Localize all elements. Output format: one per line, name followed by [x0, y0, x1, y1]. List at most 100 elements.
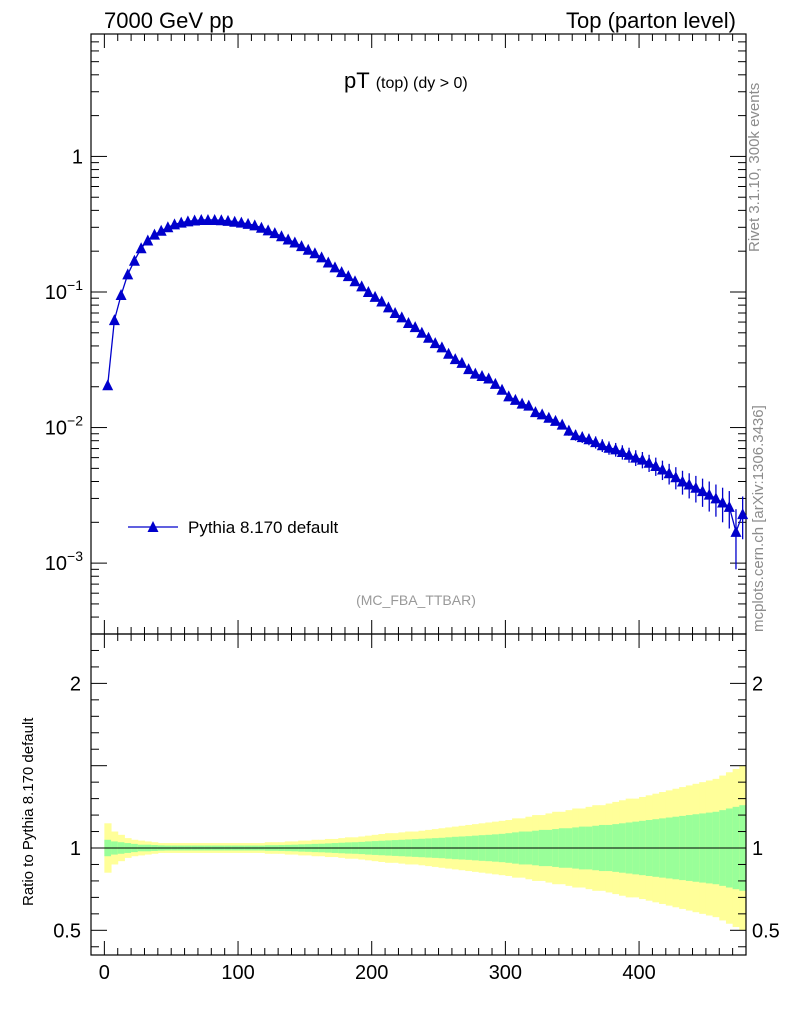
data-point [155, 224, 167, 236]
data-point [469, 367, 481, 379]
data-point [456, 356, 468, 368]
x-tick-label: 200 [355, 962, 388, 984]
data-point [737, 508, 749, 520]
data-point [269, 227, 281, 239]
data-point [690, 481, 702, 493]
data-point [636, 453, 648, 465]
data-point [556, 418, 568, 430]
data-point [235, 216, 247, 228]
y-tick-label: 10−3 [45, 548, 83, 575]
data-point [683, 478, 695, 490]
data-point [616, 446, 628, 458]
data-point [369, 290, 381, 302]
data-point [402, 317, 414, 329]
data-point [730, 525, 742, 537]
data-point [108, 314, 120, 326]
data-point [436, 341, 448, 353]
data-point [302, 243, 314, 255]
data-point [449, 353, 461, 365]
data-point [316, 251, 328, 263]
data-point [443, 347, 455, 359]
data-point [463, 363, 475, 375]
data-point [356, 280, 368, 292]
data-point [222, 214, 234, 226]
data-point [115, 289, 127, 301]
data-point [376, 295, 388, 307]
data-point [663, 467, 675, 479]
data-point [670, 471, 682, 483]
data-point [296, 240, 308, 252]
series-line [107, 219, 744, 535]
data-point [229, 215, 241, 227]
x-tick-label: 0 [99, 962, 110, 984]
data-point [102, 379, 114, 391]
data-point [429, 337, 441, 349]
data-point [503, 390, 515, 402]
data-point [289, 236, 301, 248]
data-point [543, 411, 555, 423]
data-point [215, 214, 227, 226]
y-tick-label: 10−1 [45, 277, 83, 304]
data-point [697, 485, 709, 497]
data-point [249, 219, 261, 231]
header-right: Top (parton level) [566, 8, 736, 33]
data-point [710, 492, 722, 504]
data-point [536, 408, 548, 420]
ratio-y-tick-label-right: 1 [752, 838, 763, 860]
legend-label: Pythia 8.170 default [188, 518, 339, 537]
data-point [570, 429, 582, 441]
data-point [583, 433, 595, 445]
data-point [382, 301, 394, 313]
data-point [610, 443, 622, 455]
data-point [596, 439, 608, 451]
data-point [523, 399, 535, 411]
y-tick-label: 10−2 [45, 413, 83, 440]
data-point [416, 326, 428, 338]
data-point [423, 331, 435, 343]
data-point [282, 233, 294, 245]
data-point [603, 441, 615, 453]
ratio-y-tick-label: 2 [70, 673, 81, 695]
data-point [162, 221, 174, 233]
ratio-y-tick-label: 1 [70, 838, 81, 860]
data-point [563, 424, 575, 436]
data-point [135, 242, 147, 254]
data-point [262, 224, 274, 236]
x-tick-label: 100 [221, 962, 254, 984]
data-point [677, 475, 689, 487]
data-point [322, 256, 334, 268]
legend-marker [147, 521, 159, 532]
ratio-y-tick-label-right: 2 [752, 673, 763, 695]
y-tick-label: 1 [72, 146, 83, 168]
data-point [483, 372, 495, 384]
data-point [309, 247, 321, 259]
data-point [656, 463, 668, 475]
data-point [396, 311, 408, 323]
data-point [389, 306, 401, 318]
data-point [496, 383, 508, 395]
data-point [329, 261, 341, 273]
x-tick-label: 300 [489, 962, 522, 984]
data-point [529, 406, 541, 418]
header-left: 7000 GeV pp [104, 8, 234, 33]
data-point [142, 234, 154, 246]
data-point [717, 496, 729, 508]
plot-title: pT (top) (dy > 0) [344, 68, 468, 93]
data-point [723, 500, 735, 512]
x-tick-label: 400 [622, 962, 655, 984]
data-point [242, 217, 254, 229]
data-point [623, 448, 635, 460]
data-point [590, 436, 602, 448]
data-point [255, 221, 267, 233]
data-point [476, 370, 488, 382]
data-point [576, 431, 588, 443]
data-point [516, 397, 528, 409]
data-point [148, 228, 160, 240]
data-point [342, 270, 354, 282]
data-point [650, 460, 662, 472]
data-point [128, 254, 140, 266]
data-point [489, 377, 501, 389]
ratio-y-tick-label: 0.5 [53, 920, 81, 942]
data-point [703, 488, 715, 500]
